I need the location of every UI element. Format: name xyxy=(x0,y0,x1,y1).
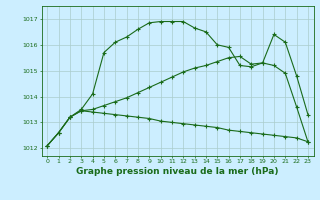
X-axis label: Graphe pression niveau de la mer (hPa): Graphe pression niveau de la mer (hPa) xyxy=(76,167,279,176)
